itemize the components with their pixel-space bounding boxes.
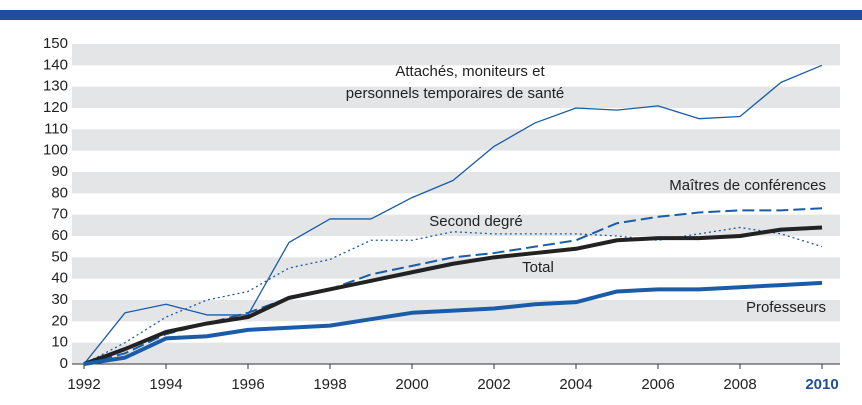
- grid-band: [72, 342, 840, 364]
- y-tick-label: 50: [51, 248, 68, 265]
- y-tick-label: 10: [51, 334, 68, 351]
- annotation: Maîtres de conférences: [669, 177, 826, 194]
- y-tick-label: 130: [43, 78, 68, 95]
- grid-band: [72, 129, 840, 151]
- y-tick-label: 150: [43, 35, 68, 52]
- series-line: [83, 280, 823, 366]
- series-line: [83, 225, 823, 366]
- annotation: Second degré: [429, 213, 522, 230]
- annotation: personnels temporaires de santé: [346, 85, 564, 102]
- y-tick-label: 90: [51, 163, 68, 180]
- x-tick-label: 2010: [805, 376, 838, 393]
- x-tick-label: 2000: [395, 376, 428, 393]
- annotation: Total: [522, 259, 554, 276]
- grid-band: [72, 257, 840, 279]
- y-tick-label: 20: [51, 312, 68, 329]
- grid-band: [72, 172, 840, 194]
- x-tick-label: 2008: [723, 376, 756, 393]
- y-tick-label: 60: [51, 227, 68, 244]
- y-tick-label: 110: [44, 120, 68, 137]
- y-tick-label: 0: [60, 355, 68, 372]
- x-tick-label: 2004: [559, 376, 592, 393]
- grid-band: [72, 86, 840, 108]
- grid-band: [72, 44, 840, 66]
- y-tick-label: 40: [51, 270, 68, 287]
- x-tick-label: 2002: [477, 376, 510, 393]
- y-tick-label: 120: [43, 99, 68, 116]
- y-tick-label: 30: [51, 291, 68, 308]
- x-tick-label: 1998: [313, 376, 346, 393]
- annotation: Attachés, moniteurs et: [395, 63, 545, 80]
- y-tick-label: 70: [51, 206, 68, 223]
- annotation: Professeurs: [746, 299, 826, 316]
- top-bar: [0, 10, 862, 20]
- x-tick-label: 1992: [67, 376, 100, 393]
- x-tick-label: 1994: [149, 376, 182, 393]
- series-line: [83, 64, 823, 365]
- y-tick-label: 100: [43, 142, 68, 159]
- grid-band: [72, 214, 840, 236]
- x-tick-label: 1996: [231, 376, 264, 393]
- y-tick-label: 80: [51, 184, 68, 201]
- x-tick-label: 2006: [641, 376, 674, 393]
- y-tick-label: 140: [43, 56, 68, 73]
